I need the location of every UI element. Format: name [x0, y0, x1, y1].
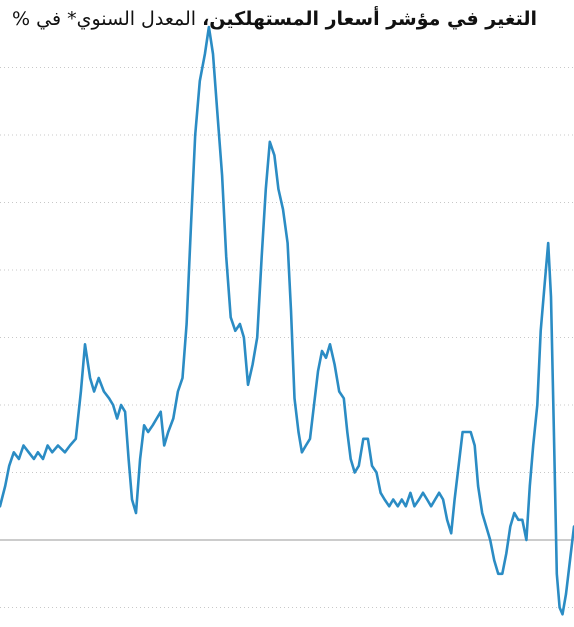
series-line [0, 25, 574, 616]
gridlines [0, 67, 574, 608]
title-bar: التغير في مؤشر أسعار المستهلكين، المعدل … [0, 0, 574, 40]
series-group [0, 25, 574, 616]
chart-subtitle: المعدل السنوي* في % [12, 8, 197, 30]
chart-title: التغير في مؤشر أسعار المستهلكين، [202, 8, 537, 30]
title-line: التغير في مؤشر أسعار المستهلكين، المعدل … [12, 6, 537, 32]
